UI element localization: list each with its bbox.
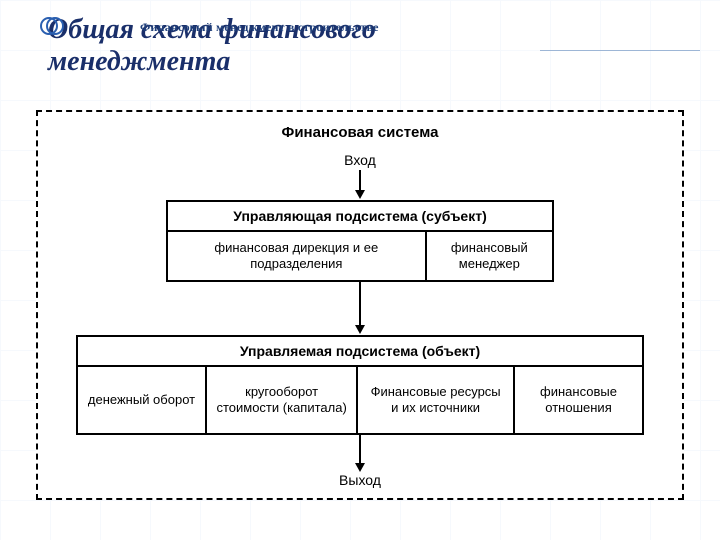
- diagram: Финансовая система Вход Управляющая подс…: [36, 110, 684, 500]
- arrow-2: [359, 282, 361, 327]
- object-cell-cashflow: денежный оборот: [78, 367, 205, 433]
- subject-box: Управляющая подсистема (субъект) финансо…: [166, 200, 554, 282]
- arrow-1: [359, 170, 361, 192]
- object-box: Управляемая подсистема (объект) денежный…: [76, 335, 644, 435]
- arrow-2-head: [355, 325, 365, 334]
- logo: [40, 14, 64, 37]
- object-box-row: денежный оборот кругооборот стоимости (к…: [78, 367, 642, 433]
- subject-box-header: Управляющая подсистема (субъект): [168, 202, 552, 232]
- header: Финансовый менеджмент в строительстве Об…: [0, 0, 720, 90]
- header-subtitle: Финансовый менеджмент в строительстве: [140, 20, 379, 35]
- object-cell-relations: финансовые отношения: [513, 367, 642, 433]
- subject-cell-manager: финансовый менеджер: [425, 232, 552, 280]
- object-box-header: Управляемая подсистема (объект): [78, 337, 642, 367]
- object-cell-resources: Финансовые ресурсы и их источники: [356, 367, 513, 433]
- arrow-3-head: [355, 463, 365, 472]
- system-label: Финансовая система: [36, 124, 684, 141]
- entry-label: Вход: [36, 152, 684, 168]
- exit-label: Выход: [36, 472, 684, 488]
- object-cell-capital: кругооборот стоимости (капитала): [205, 367, 356, 433]
- title-line-2: менеджмента: [48, 46, 230, 77]
- arrow-3: [359, 435, 361, 465]
- subject-cell-direction: финансовая дирекция и ее подразделения: [168, 232, 425, 280]
- subject-box-row: финансовая дирекция и ее подразделения ф…: [168, 232, 552, 280]
- arrow-1-head: [355, 190, 365, 199]
